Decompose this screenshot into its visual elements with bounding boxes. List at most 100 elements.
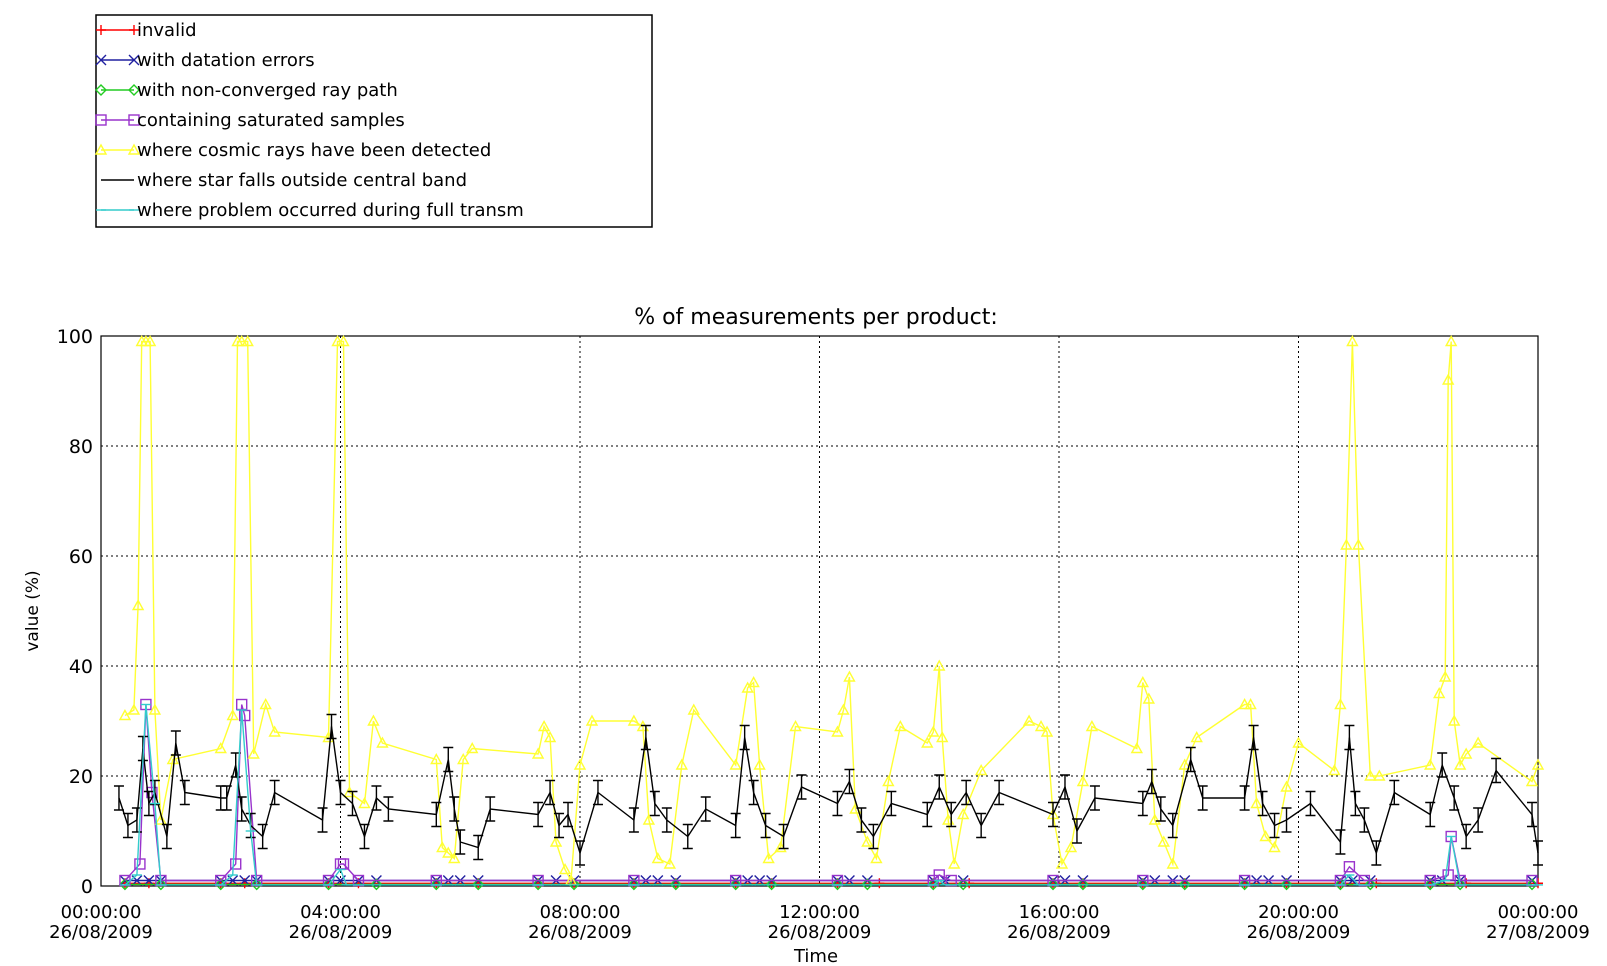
x-tick-date: 26/08/2009: [528, 922, 632, 943]
marker-triangle: [1459, 747, 1473, 759]
marker-triangle: [466, 742, 479, 754]
marker-triangle: [148, 703, 162, 715]
marker-diamond: [1047, 878, 1059, 891]
marker-triangle: [1250, 797, 1263, 809]
series-line: [118, 726, 1539, 856]
marker-triangle: [558, 863, 572, 875]
marker-triangle: [687, 703, 700, 715]
x-tick-date: 26/08/2009: [49, 922, 153, 943]
marker-errorbar: [347, 790, 358, 817]
series-line: [124, 340, 1539, 883]
marker-errorbar: [554, 812, 565, 839]
marker-errorbar: [317, 807, 328, 833]
marker-errorbar: [221, 785, 232, 811]
marker-errorbar: [371, 785, 382, 811]
marker-diamond: [1280, 878, 1293, 891]
marker-triangle: [585, 714, 599, 726]
marker-triangle: [1259, 830, 1272, 842]
marker-triangle: [921, 736, 934, 748]
marker-diamond: [472, 878, 485, 891]
marker-triangle: [1148, 813, 1161, 825]
marker-errorbar: [533, 801, 544, 828]
legend-box: [95, 14, 653, 228]
marker-triangle: [1238, 698, 1251, 710]
marker-errorbar: [1248, 724, 1259, 751]
marker-diamond: [1076, 878, 1089, 891]
marker-triangle: [127, 143, 141, 155]
marker-triangle: [127, 703, 141, 715]
marker-triangle: [894, 720, 907, 732]
marker-errorbar: [485, 796, 496, 822]
marker-triangle: [831, 725, 844, 737]
marker-diamond: [1136, 878, 1149, 891]
marker-triangle: [1334, 698, 1347, 710]
marker-triangle: [226, 709, 239, 721]
marker-errorbar: [443, 746, 454, 773]
series-containing-saturated-samples: [119, 698, 1538, 887]
marker-triangle: [948, 857, 961, 869]
marker-triangle: [762, 852, 775, 864]
legend-item: with datation errors: [95, 50, 315, 71]
legend-label: containing saturated samples: [137, 110, 405, 131]
x-tick-time: 04:00:00: [300, 902, 381, 923]
chart-title: % of measurements per product:: [634, 305, 998, 330]
legend-label: invalid: [137, 20, 197, 41]
marker-triangle: [753, 758, 766, 770]
x-tick-date: 26/08/2009: [1247, 922, 1351, 943]
legend-items: invalid with datation errors with non-conv…: [94, 20, 524, 221]
marker-triangle: [531, 747, 545, 759]
marker-diamond: [370, 878, 383, 891]
marker-triangle: [331, 335, 344, 347]
marker-triangle: [747, 676, 760, 688]
marker-triangle: [1346, 335, 1359, 347]
marker-errorbar: [592, 779, 603, 806]
marker-errorbar: [1449, 785, 1460, 811]
marker-triangle: [367, 714, 380, 726]
marker-diamond: [1454, 878, 1467, 891]
marker-triangle: [927, 725, 940, 737]
marker-triangle: [1340, 538, 1353, 550]
y-tick-label: 0: [81, 876, 93, 898]
marker-triangle: [1136, 676, 1150, 688]
marker-triangle: [1085, 720, 1099, 732]
marker-x: [95, 54, 107, 66]
x-tick-time: 00:00:00: [61, 902, 142, 923]
marker-errorbar: [1350, 790, 1361, 817]
marker-triangle: [214, 742, 227, 754]
marker-errorbar: [1305, 790, 1316, 817]
marker-triangle: [1444, 335, 1458, 347]
marker-errorbar: [563, 801, 574, 828]
marker-errorbar: [628, 807, 639, 833]
marker-errorbar: [236, 796, 247, 822]
y-tick-label: 20: [69, 766, 93, 788]
marker-errorbar: [1491, 757, 1502, 784]
marker-square: [1343, 861, 1356, 873]
marker-errorbar: [257, 823, 268, 850]
marker-triangle: [442, 846, 455, 858]
marker-triangle: [94, 143, 108, 155]
marker-triangle: [675, 758, 688, 770]
marker-triangle: [337, 335, 350, 347]
marker-errorbar: [1185, 746, 1196, 773]
y-tick-label: 80: [69, 436, 93, 458]
marker-errorbar: [1059, 774, 1070, 800]
marker-triangle: [974, 764, 988, 776]
marker-errorbar: [1048, 801, 1059, 828]
marker-errorbar: [1146, 768, 1157, 795]
marker-triangle: [1022, 714, 1036, 726]
x-tick-date: 26/08/2009: [289, 922, 393, 943]
marker-triangle: [1471, 736, 1485, 748]
legend-label: where star falls outside central band: [137, 170, 467, 191]
marker-errorbar: [1239, 785, 1250, 811]
marker-square: [134, 858, 146, 870]
marker-errorbar: [661, 807, 672, 833]
marker-errorbar: [994, 779, 1005, 806]
marker-triangle: [663, 857, 677, 869]
marker-errorbar: [359, 823, 370, 850]
marker-errorbar: [796, 774, 807, 800]
legend-label: where problem occurred during full trans…: [137, 200, 524, 221]
marker-errorbar: [1167, 812, 1178, 839]
marker-triangle: [1268, 841, 1281, 853]
marker-x: [128, 54, 140, 66]
marker-triangle: [1352, 538, 1365, 550]
